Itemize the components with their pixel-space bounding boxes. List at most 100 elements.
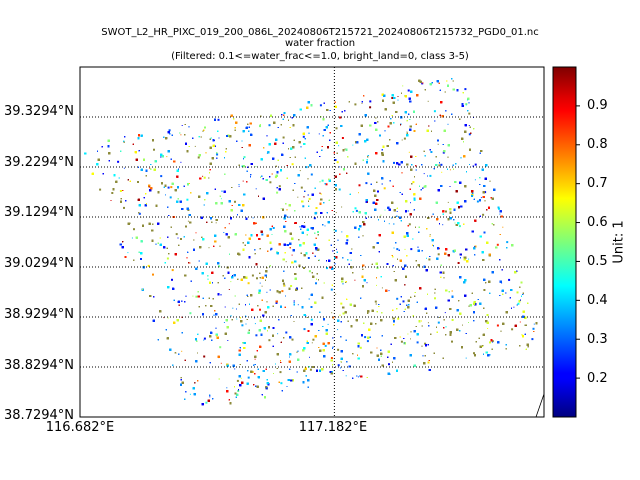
water-pixel [410,202,411,204]
water-pixel [268,339,271,342]
water-pixel [513,306,515,308]
water-pixel [408,151,410,153]
water-pixel [447,123,449,125]
water-pixel [194,145,196,147]
water-pixel [223,322,225,323]
water-pixel [111,192,114,194]
water-pixel [224,306,226,308]
water-pixel [337,329,339,331]
water-pixel [354,279,356,281]
water-pixel [442,224,444,226]
water-pixel [165,194,166,196]
water-pixel [341,137,344,139]
water-pixel [335,293,337,295]
water-pixel [408,223,411,226]
water-pixel [189,393,191,395]
water-pixel [483,289,486,291]
water-pixel [123,167,125,169]
water-pixel [462,324,463,326]
water-pixel [272,227,275,229]
water-pixel [335,127,338,130]
water-pixel [468,125,470,126]
water-pixel [426,257,427,259]
water-pixel [444,312,446,314]
water-pixel [281,290,284,293]
water-pixel [421,82,424,85]
water-pixel [465,357,467,359]
water-pixel [259,125,261,128]
water-pixel [338,145,340,147]
water-pixel [498,207,500,210]
water-pixel [312,338,315,341]
water-pixel [468,112,471,115]
water-pixel [226,387,228,389]
water-pixel [473,352,475,355]
water-pixel [197,156,200,159]
water-pixel [282,136,285,139]
water-pixel [327,323,329,325]
water-pixel [437,253,440,256]
water-pixel [243,156,246,159]
water-pixel [403,137,406,140]
water-pixel [192,295,194,297]
water-pixel [242,180,244,182]
water-pixel [447,201,449,203]
water-pixel [303,328,306,331]
water-pixel [397,99,399,101]
water-pixel [302,135,305,138]
water-pixel [437,321,440,324]
water-pixel [480,197,482,199]
water-pixel [168,129,171,132]
water-pixel [424,342,427,345]
water-pixel [271,234,273,235]
water-pixel [437,143,439,145]
water-pixel [315,282,317,285]
water-pixel [337,348,340,351]
water-pixel [270,247,273,250]
water-pixel [276,191,279,194]
water-pixel [402,85,404,87]
water-pixel [237,390,240,392]
water-pixel [309,368,312,371]
water-pixel [416,341,419,344]
water-pixel [342,312,345,315]
water-pixel [442,151,445,154]
water-pixel [186,198,189,201]
water-pixel [261,285,263,287]
water-pixel [391,97,394,99]
water-pixel [341,231,343,233]
water-fraction-pixel-layer [84,78,538,406]
water-pixel [180,161,182,163]
water-pixel [449,169,451,171]
water-pixel [465,104,467,106]
water-pixel [119,190,122,192]
water-pixel [365,182,368,185]
water-pixel [123,206,125,209]
water-pixel [187,209,190,211]
water-pixel [240,377,242,379]
water-pixel [401,139,403,141]
water-pixel [291,163,294,166]
water-pixel [302,205,305,208]
water-pixel [376,284,377,286]
water-pixel [127,252,129,254]
water-pixel [279,371,282,374]
water-pixel [133,228,135,231]
water-pixel [297,196,299,198]
water-pixel [404,248,406,250]
water-pixel [308,197,311,200]
water-pixel [361,102,363,104]
water-pixel [238,185,240,187]
water-pixel [410,338,411,340]
water-pixel [437,316,439,318]
water-pixel [261,233,264,236]
water-pixel [324,344,327,347]
water-pixel [171,278,173,281]
water-pixel [313,217,316,220]
water-pixel [482,213,485,216]
water-pixel [388,290,390,292]
water-pixel [380,214,382,216]
water-pixel [431,215,433,217]
water-pixel [336,248,337,250]
water-pixel [272,327,275,329]
